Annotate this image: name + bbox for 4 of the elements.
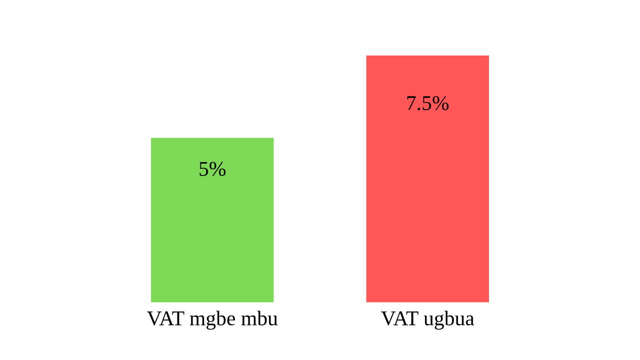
x-tick-label: VAT ugbua [381,310,474,330]
data-label: 5% [200,162,226,176]
data-label: 7.5% [407,96,449,110]
x-tick-label: VAT mgbe mbu [147,310,278,330]
